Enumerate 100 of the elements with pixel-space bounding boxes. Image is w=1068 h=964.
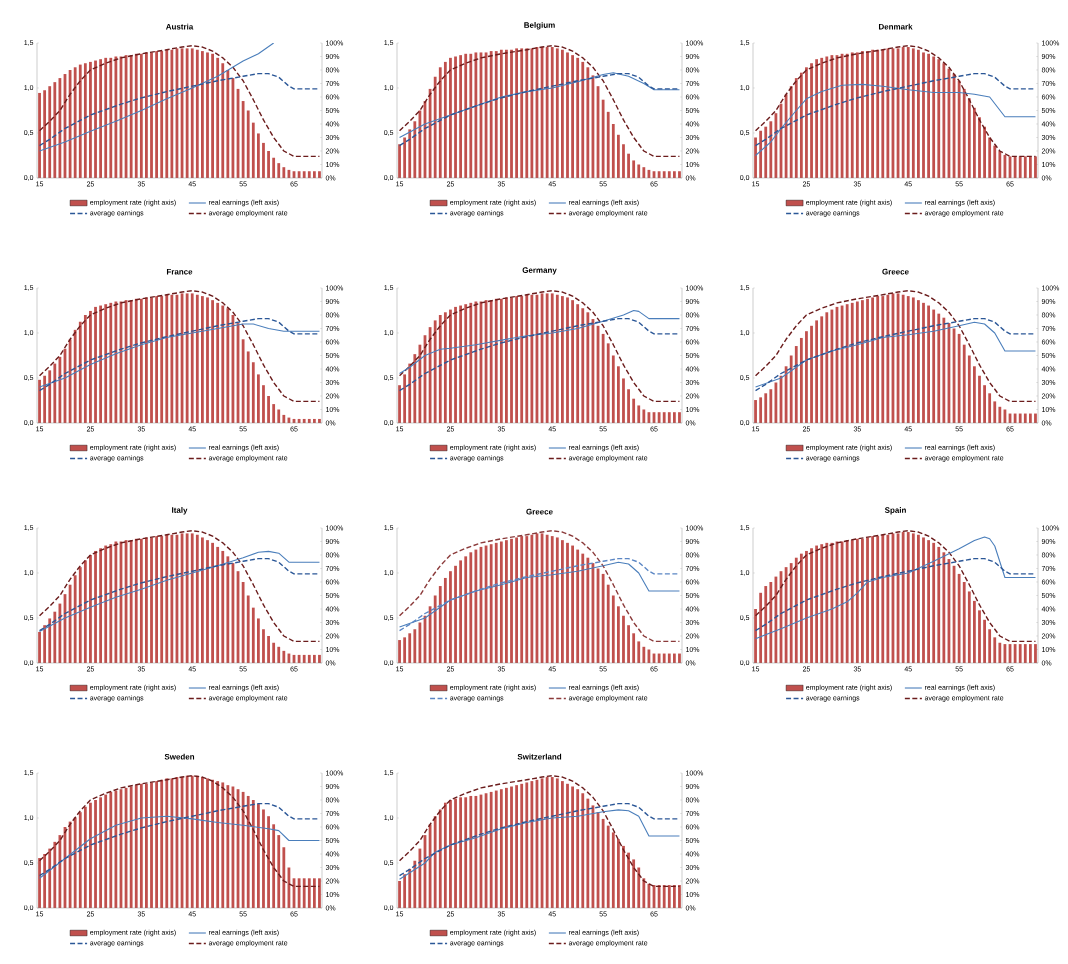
bar: [901, 47, 905, 178]
bar: [515, 537, 518, 663]
bar: [799, 553, 803, 663]
bar: [1013, 156, 1017, 178]
bar: [998, 406, 1002, 423]
bar: [993, 145, 997, 178]
bar: [53, 611, 57, 663]
bar: [937, 546, 941, 663]
bar: [566, 783, 569, 908]
bar: [957, 80, 961, 178]
bar: [637, 405, 641, 423]
bar: [667, 653, 671, 663]
bar: [221, 305, 225, 423]
bar: [73, 575, 77, 663]
bar: [616, 366, 620, 423]
bar: [632, 398, 636, 423]
bar: [190, 533, 194, 663]
bar: [616, 134, 620, 178]
bar: [550, 777, 554, 908]
bar: [789, 86, 793, 178]
bar: [789, 355, 793, 423]
bar: [611, 595, 615, 663]
bar: [571, 786, 574, 908]
bar: [850, 540, 854, 663]
bar: [185, 775, 189, 908]
bar: [114, 541, 118, 663]
bar: [246, 795, 250, 908]
bar: [672, 885, 676, 908]
bar: [637, 867, 641, 908]
bar: [201, 296, 204, 423]
bar: [769, 121, 773, 178]
bar: [855, 301, 859, 423]
bar: [99, 797, 103, 908]
bar: [282, 167, 286, 178]
bar: [160, 51, 164, 178]
bar: [576, 549, 580, 663]
line-series: [38, 44, 321, 158]
bar: [170, 294, 174, 423]
bar: [978, 117, 981, 178]
bar: [246, 595, 250, 663]
bar: [611, 123, 615, 178]
bar: [642, 646, 646, 663]
bar: [886, 48, 890, 178]
bar: [627, 625, 630, 663]
bar: [272, 824, 276, 908]
bar: [983, 126, 986, 178]
bar: [820, 57, 824, 178]
bar: [53, 82, 57, 178]
bar: [967, 98, 971, 178]
bar: [134, 298, 138, 423]
bar: [799, 72, 803, 178]
bar: [530, 294, 534, 423]
bar: [672, 412, 676, 423]
bar: [94, 800, 97, 908]
bar: [932, 56, 936, 178]
bar: [318, 171, 321, 178]
bar: [662, 653, 666, 663]
bar: [515, 296, 518, 423]
line-series: [38, 815, 321, 879]
bar: [195, 49, 199, 178]
bar: [825, 56, 829, 178]
bar: [53, 841, 57, 908]
bar: [246, 351, 250, 423]
bar: [99, 59, 103, 178]
bar: [104, 57, 108, 178]
bar: [469, 552, 473, 663]
bar: [1023, 156, 1027, 178]
bar: [988, 137, 992, 178]
bar: [201, 537, 204, 663]
bar: [48, 370, 52, 423]
bar: [998, 642, 1002, 663]
bar: [408, 633, 412, 663]
bar: [38, 631, 41, 663]
bar: [129, 300, 133, 423]
bar: [550, 293, 554, 423]
bar: [555, 778, 559, 908]
bar: [606, 825, 610, 908]
bar: [73, 817, 77, 908]
bar: [226, 308, 230, 423]
bar: [662, 885, 666, 908]
bar: [277, 835, 281, 908]
bar: [494, 790, 498, 908]
bar: [201, 777, 204, 908]
bar: [190, 293, 194, 423]
bar: [657, 885, 661, 908]
bar: [413, 121, 417, 178]
bar: [211, 779, 214, 908]
bar: [129, 540, 133, 663]
bar: [185, 48, 189, 178]
line-series: [398, 44, 681, 158]
bar: [957, 333, 961, 423]
bar: [942, 317, 946, 423]
bar: [272, 157, 276, 178]
bar: [226, 556, 230, 663]
line-series: [398, 530, 681, 643]
bar: [1034, 644, 1037, 663]
line-series: [38, 530, 321, 643]
bar: [221, 63, 225, 178]
bar: [282, 847, 286, 908]
bar: [810, 548, 813, 663]
